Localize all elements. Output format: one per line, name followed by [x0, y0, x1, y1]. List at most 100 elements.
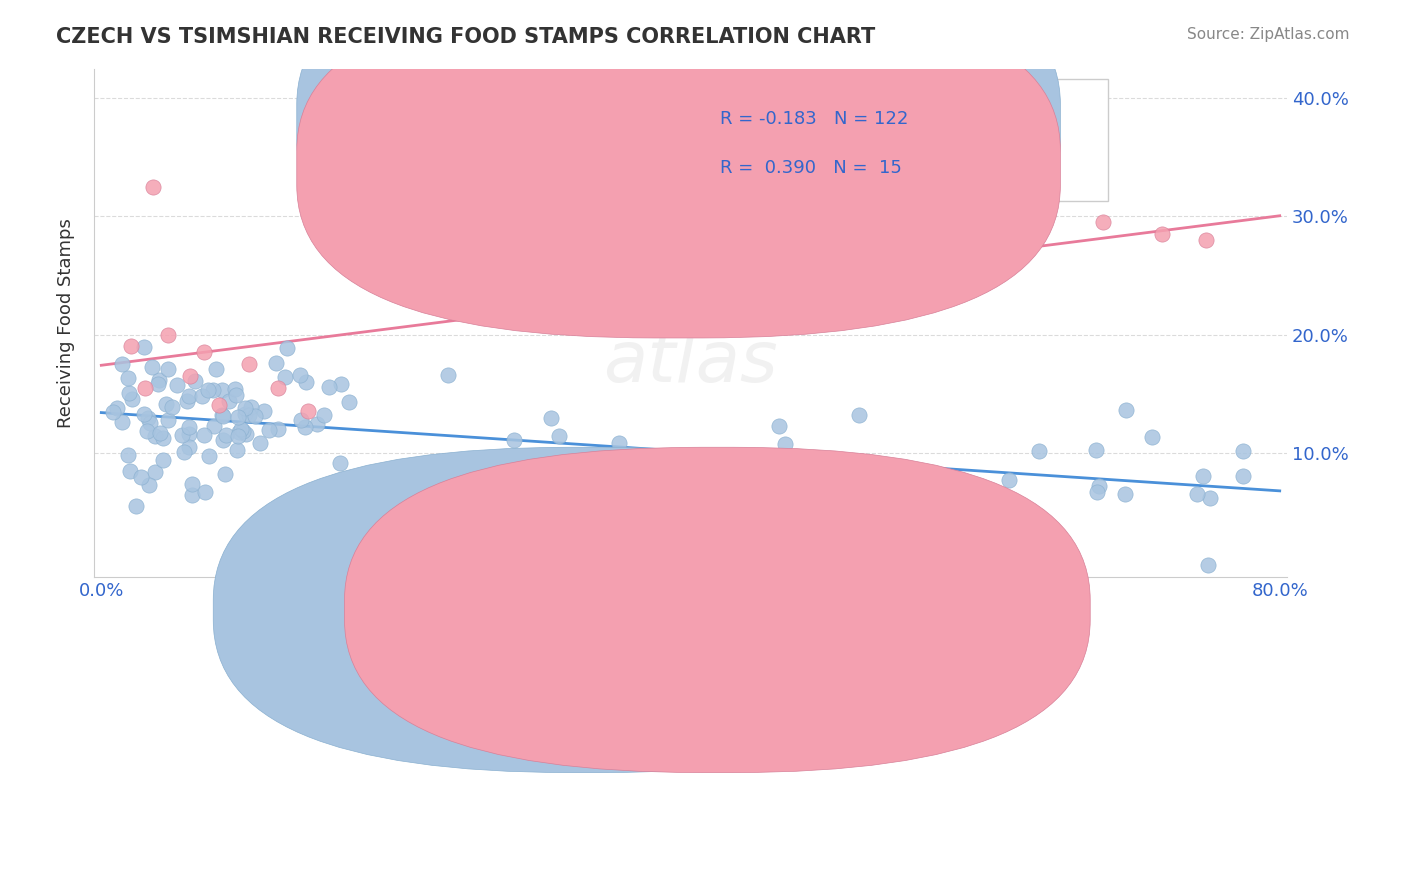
Czechs — [235, 401, 257, 415]
Czechs — [1085, 484, 1108, 499]
Czechs — [1114, 487, 1136, 501]
Czechs — [226, 442, 249, 457]
Czechs — [134, 341, 156, 355]
Czechs — [156, 412, 179, 426]
Text: ZIP
atlas: ZIP atlas — [603, 248, 778, 397]
Y-axis label: Receiving Food Stamps: Receiving Food Stamps — [58, 218, 75, 427]
Czechs — [173, 445, 195, 459]
Czechs — [229, 422, 252, 436]
Czechs — [103, 405, 125, 419]
Czechs — [125, 500, 148, 514]
Czechs — [138, 477, 160, 491]
Czechs — [129, 469, 152, 483]
Tsimshian — [142, 179, 165, 194]
Czechs — [267, 422, 290, 436]
Czechs — [141, 359, 163, 374]
Czechs — [290, 412, 312, 426]
Tsimshian — [1004, 233, 1026, 247]
Czechs — [997, 473, 1019, 487]
Czechs — [152, 453, 174, 467]
Czechs — [198, 449, 221, 463]
Czechs — [384, 477, 406, 491]
Czechs — [548, 428, 571, 442]
Czechs — [211, 409, 233, 423]
Czechs — [276, 342, 298, 356]
Czechs — [152, 431, 174, 445]
Czechs — [437, 368, 460, 383]
Czechs — [240, 400, 263, 414]
Czechs — [135, 425, 157, 439]
Czechs — [305, 417, 328, 431]
Tsimshian — [120, 339, 142, 353]
Czechs — [259, 423, 281, 437]
Czechs — [148, 377, 170, 392]
Czechs — [1232, 443, 1254, 458]
Czechs — [157, 361, 180, 376]
Czechs — [177, 440, 200, 454]
Text: R = -0.183   N = 122: R = -0.183 N = 122 — [720, 111, 908, 128]
Czechs — [172, 427, 194, 442]
Czechs — [1028, 444, 1050, 458]
Czechs — [238, 408, 260, 422]
Czechs — [1185, 487, 1208, 501]
Czechs — [228, 425, 250, 439]
Czechs — [599, 502, 621, 516]
FancyBboxPatch shape — [297, 0, 1060, 338]
Czechs — [848, 408, 870, 422]
Czechs — [599, 458, 621, 473]
FancyBboxPatch shape — [214, 447, 959, 772]
Czechs — [143, 465, 166, 479]
Czechs — [226, 410, 249, 425]
Text: Tsimshian: Tsimshian — [741, 601, 823, 619]
Czechs — [177, 420, 200, 434]
Czechs — [191, 389, 214, 403]
Czechs — [1191, 469, 1213, 483]
Czechs — [205, 362, 228, 376]
FancyBboxPatch shape — [631, 78, 1108, 201]
Czechs — [117, 371, 139, 385]
Czechs — [266, 355, 288, 369]
Czechs — [148, 373, 170, 387]
Czechs — [180, 477, 202, 491]
Czechs — [253, 404, 276, 418]
Czechs — [120, 464, 142, 478]
Czechs — [111, 357, 134, 371]
Czechs — [294, 420, 316, 434]
Czechs — [143, 429, 166, 443]
Czechs — [224, 383, 246, 397]
FancyBboxPatch shape — [297, 0, 1060, 293]
Czechs — [232, 424, 254, 438]
Czechs — [177, 388, 200, 402]
Czechs — [136, 410, 159, 425]
Czechs — [160, 401, 183, 415]
Tsimshian — [267, 381, 290, 395]
Tsimshian — [1195, 233, 1218, 247]
Czechs — [768, 419, 790, 434]
Czechs — [202, 419, 225, 434]
Czechs — [149, 426, 172, 441]
Czechs — [183, 374, 205, 388]
Text: Czechs: Czechs — [609, 601, 668, 619]
Czechs — [1199, 491, 1222, 506]
Text: R =  0.390   N =  15: R = 0.390 N = 15 — [720, 159, 903, 177]
Czechs — [218, 393, 240, 408]
Czechs — [607, 436, 630, 450]
Czechs — [155, 397, 177, 411]
Czechs — [503, 433, 526, 447]
Czechs — [215, 428, 238, 442]
Czechs — [132, 407, 155, 421]
Czechs — [201, 383, 224, 397]
Czechs — [111, 416, 134, 430]
Czechs — [858, 510, 880, 524]
Czechs — [790, 453, 813, 467]
Czechs — [1115, 403, 1137, 417]
Czechs — [197, 383, 219, 397]
Czechs — [233, 407, 256, 421]
Czechs — [936, 484, 959, 499]
Tsimshian — [1150, 227, 1173, 241]
Czechs — [121, 392, 143, 407]
Czechs — [214, 467, 236, 481]
Czechs — [330, 377, 353, 392]
Czechs — [211, 434, 233, 448]
Tsimshian — [156, 327, 179, 342]
